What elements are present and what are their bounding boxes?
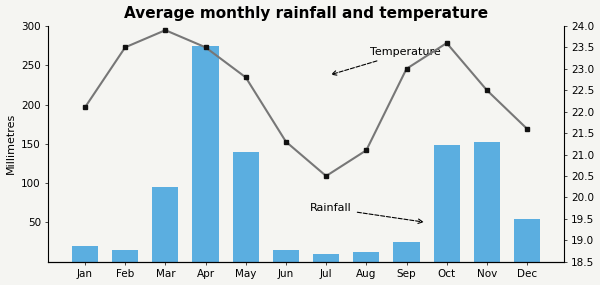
- Bar: [353, 253, 379, 262]
- Bar: [474, 142, 500, 262]
- Text: Temperature: Temperature: [332, 47, 441, 75]
- Bar: [394, 242, 419, 262]
- Y-axis label: Millimetres: Millimetres: [5, 113, 16, 174]
- Bar: [233, 152, 259, 262]
- Bar: [72, 246, 98, 262]
- Text: Rainfall: Rainfall: [310, 203, 422, 223]
- Title: Average monthly rainfall and temperature: Average monthly rainfall and temperature: [124, 5, 488, 21]
- Bar: [193, 46, 218, 262]
- Bar: [273, 250, 299, 262]
- Bar: [434, 145, 460, 262]
- Bar: [514, 219, 540, 262]
- Bar: [152, 187, 178, 262]
- Bar: [112, 250, 138, 262]
- Bar: [313, 254, 339, 262]
